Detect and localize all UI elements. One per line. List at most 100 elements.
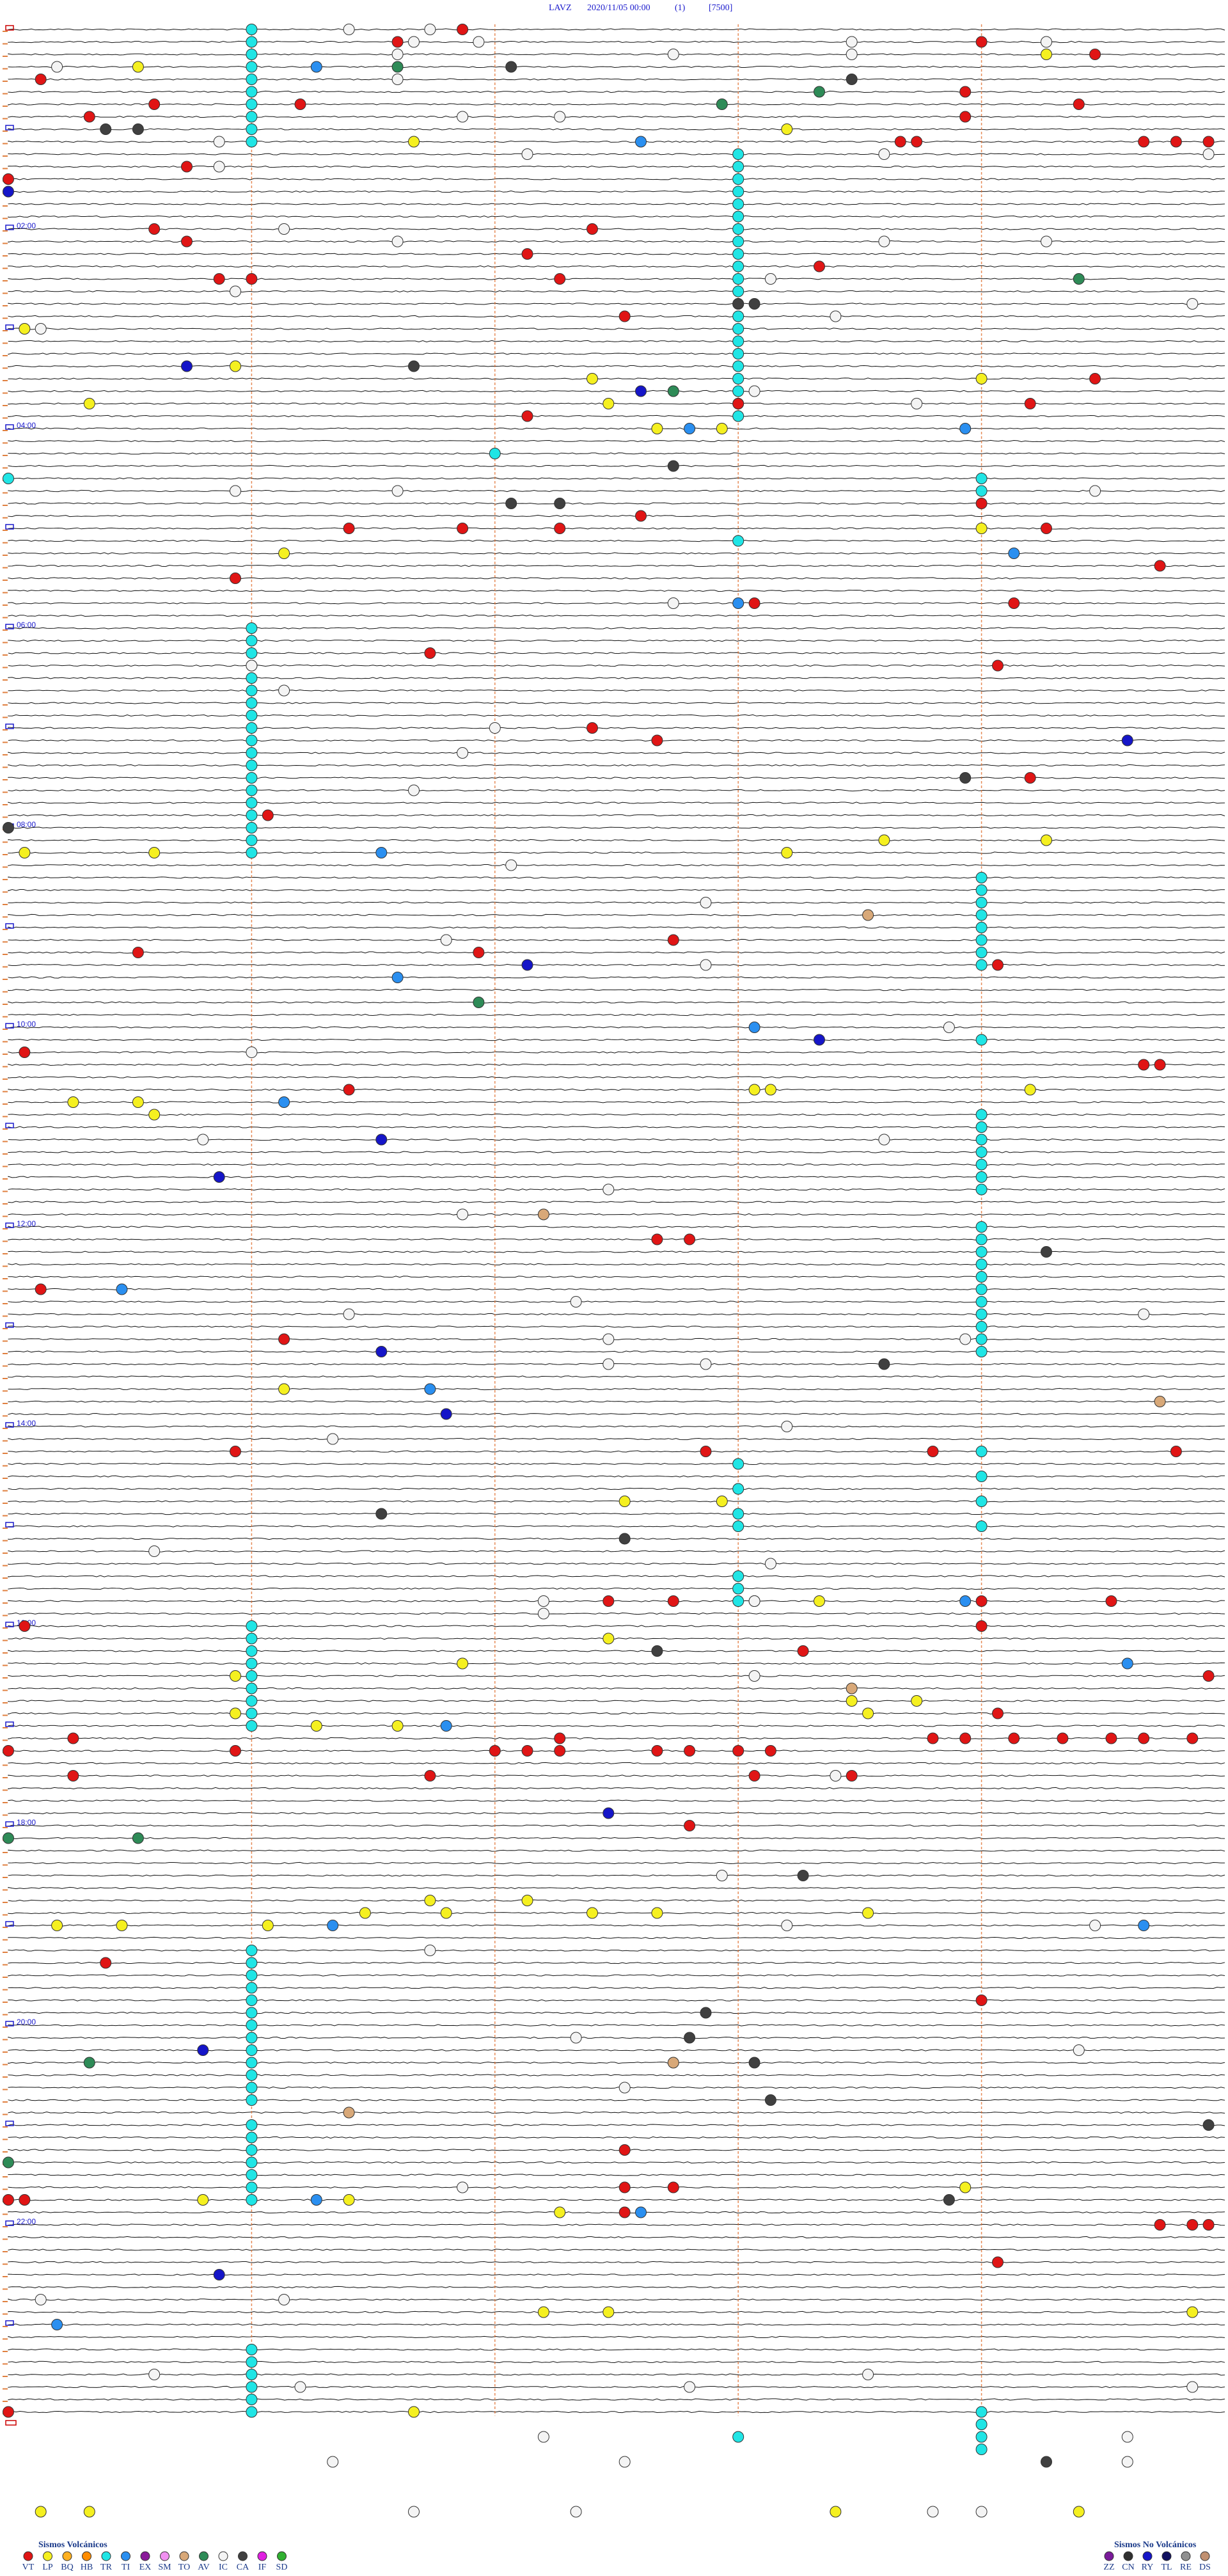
event-marker (1154, 2219, 1166, 2231)
event-marker (246, 622, 258, 634)
event-marker (148, 1545, 161, 1557)
event-marker (554, 111, 566, 123)
trace (8, 2111, 1225, 2114)
event-marker (797, 1870, 809, 1881)
event-marker (618, 1533, 631, 1545)
trace (8, 352, 1225, 355)
event-marker (3, 2406, 14, 2418)
event-marker (927, 1446, 939, 1457)
hour-box (5, 1222, 14, 1228)
trace (8, 851, 1225, 854)
event-marker (51, 2319, 63, 2330)
event-marker (278, 1333, 290, 1345)
event-marker (618, 310, 631, 322)
event-marker (911, 136, 923, 148)
trace (8, 1911, 1225, 1915)
event-marker (3, 186, 14, 198)
trace (8, 1625, 1225, 1627)
trace (8, 1263, 1225, 1266)
hour-box (5, 2320, 14, 2326)
event-marker (1089, 485, 1101, 497)
hour-box (5, 723, 14, 729)
legend-code: TL (1161, 2563, 1172, 2572)
event-marker (35, 323, 47, 335)
event-marker (732, 285, 744, 297)
event-marker (246, 734, 258, 747)
event-marker (975, 1158, 988, 1171)
event-marker (716, 99, 728, 110)
event-marker (246, 847, 258, 858)
trace (8, 1425, 1225, 1428)
event-marker (213, 1171, 225, 1183)
event-marker (975, 1271, 988, 1283)
trace (8, 1750, 1225, 1752)
event-marker (246, 2082, 258, 2094)
event-marker (732, 223, 744, 235)
trace (8, 2373, 1225, 2376)
trace (8, 2186, 1225, 2189)
hour-box (5, 524, 14, 530)
trace (8, 1363, 1225, 1366)
legend-code: TR (100, 2563, 113, 2572)
event-marker (1154, 560, 1166, 572)
trace (8, 727, 1225, 729)
hour-box (5, 624, 14, 629)
event-marker (408, 136, 420, 148)
trace (8, 2011, 1225, 2014)
trace (8, 1051, 1225, 1054)
event-marker (391, 36, 404, 48)
event-marker (797, 1645, 809, 1657)
trace (8, 1899, 1225, 1902)
event-marker (246, 1720, 258, 1732)
event-marker (975, 1308, 988, 1320)
trace (8, 265, 1225, 268)
event-marker (975, 2431, 988, 2443)
legend-swatch (179, 2551, 189, 2561)
trace (8, 1338, 1225, 1341)
event-marker (684, 2032, 696, 2044)
hour-label: 04:00 (17, 421, 36, 430)
event-marker (391, 74, 404, 85)
event-marker (246, 747, 258, 759)
trace (8, 963, 1225, 967)
event-marker (327, 2456, 339, 2468)
event-marker (230, 360, 241, 372)
trace (8, 1001, 1225, 1004)
event-marker (732, 1483, 744, 1495)
trace (8, 427, 1225, 430)
trace (8, 913, 1225, 917)
event-marker (684, 2381, 696, 2393)
event-marker (602, 1595, 615, 1607)
trace (8, 1587, 1225, 1590)
event-marker (1186, 2381, 1199, 2393)
trace (8, 677, 1225, 679)
trace (8, 2311, 1225, 2314)
event-marker (959, 1333, 972, 1345)
event-marker (732, 1745, 744, 1757)
legend-code: SD (276, 2563, 288, 2572)
event-marker (230, 485, 241, 497)
trace (8, 1936, 1225, 1940)
trace (8, 826, 1225, 829)
trace (8, 1600, 1225, 1602)
event-marker (521, 248, 533, 260)
trace (8, 1650, 1225, 1652)
event-marker (3, 1832, 14, 1844)
trace (8, 864, 1225, 867)
event-marker (246, 2169, 258, 2181)
event-marker (748, 1670, 760, 1682)
event-marker (181, 360, 193, 372)
event-marker (975, 2406, 988, 2418)
event-marker (1202, 136, 1215, 148)
event-marker (230, 1446, 241, 1457)
event-marker (246, 136, 258, 148)
event-marker (732, 398, 744, 409)
legend-code: SM (158, 2563, 171, 2572)
trace (8, 1412, 1225, 1416)
event-marker (246, 2119, 258, 2131)
trace (8, 1675, 1225, 1677)
event-marker (35, 74, 47, 85)
legend-swatch (23, 2551, 33, 2561)
event-marker (781, 1920, 793, 1931)
